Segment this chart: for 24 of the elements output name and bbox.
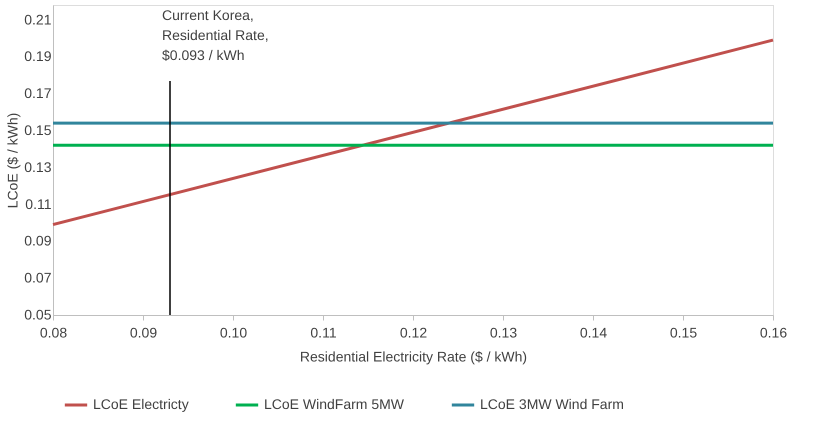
x-tick-label: 0.08 <box>40 324 68 340</box>
x-tick-label: 0.14 <box>580 324 608 340</box>
x-tick-label: 0.10 <box>220 324 248 340</box>
x-axis-title: Residential Electricity Rate ($ / kWh) <box>300 348 528 364</box>
y-tick-label: 0.17 <box>24 85 52 102</box>
y-tick-label: 0.15 <box>24 122 52 138</box>
y-tick-label: 0.21 <box>24 11 52 28</box>
y-tick-label: 0.07 <box>24 270 52 286</box>
y-tick-label: 0.19 <box>24 48 52 64</box>
y-axis-title: LCoE ($ / kWh) <box>4 112 20 208</box>
x-tick-label: 0.16 <box>760 324 788 340</box>
y-tick-label: 0.13 <box>24 158 52 175</box>
x-tick-label: 0.12 <box>400 324 428 340</box>
x-tick-label: 0.15 <box>670 324 698 340</box>
legend-label: LCoE Electricty <box>93 396 189 412</box>
ref-line-label: Current Korea, Residential Rate, $0.093 / kWh <box>162 7 269 63</box>
y-tick-label: 0.05 <box>24 306 52 322</box>
x-tick-label: 0.13 <box>490 324 518 340</box>
y-tick-label: 0.11 <box>25 196 52 212</box>
x-tick-label: 0.09 <box>130 324 158 340</box>
y-tick-label: 0.09 <box>24 232 52 249</box>
legend-label: LCoE 3MW Wind Farm <box>480 396 624 412</box>
x-tick-label: 0.11 <box>310 324 337 340</box>
legend-label: LCoE WindFarm 5MW <box>264 396 405 412</box>
